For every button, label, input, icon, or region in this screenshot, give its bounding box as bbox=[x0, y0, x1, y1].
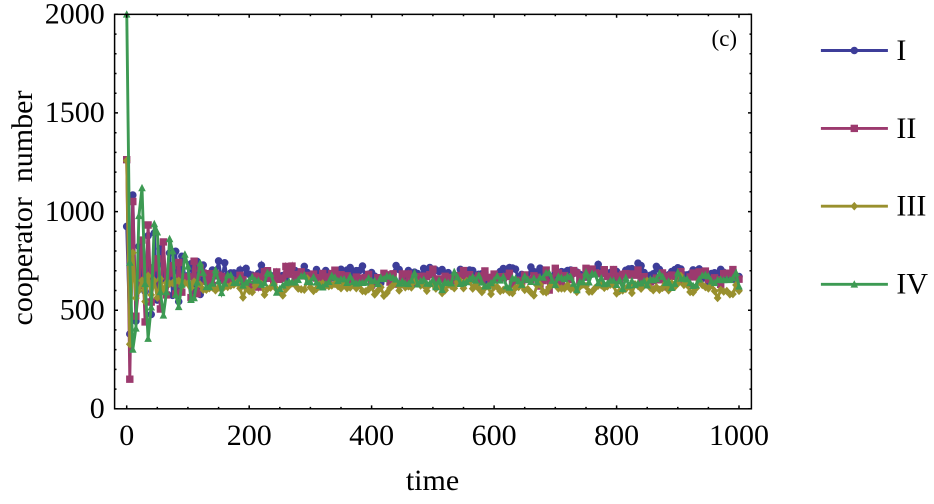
svg-text:0: 0 bbox=[119, 419, 134, 452]
svg-text:1000: 1000 bbox=[45, 195, 105, 228]
svg-text:400: 400 bbox=[349, 419, 394, 452]
svg-text:800: 800 bbox=[594, 419, 639, 452]
svg-text:cooperator number: cooperator number bbox=[6, 91, 39, 326]
svg-text:III: III bbox=[896, 190, 926, 223]
svg-text:200: 200 bbox=[227, 419, 272, 452]
svg-text:IV: IV bbox=[896, 268, 928, 301]
svg-text:1000: 1000 bbox=[709, 419, 769, 452]
svg-text:time: time bbox=[406, 464, 459, 497]
svg-text:500: 500 bbox=[60, 293, 105, 326]
svg-text:1500: 1500 bbox=[45, 96, 105, 129]
svg-text:(c): (c) bbox=[712, 26, 738, 51]
svg-text:2000: 2000 bbox=[45, 0, 105, 31]
svg-text:600: 600 bbox=[472, 419, 517, 452]
svg-text:II: II bbox=[896, 112, 916, 145]
svg-text:I: I bbox=[896, 34, 906, 67]
svg-text:0: 0 bbox=[90, 392, 105, 425]
